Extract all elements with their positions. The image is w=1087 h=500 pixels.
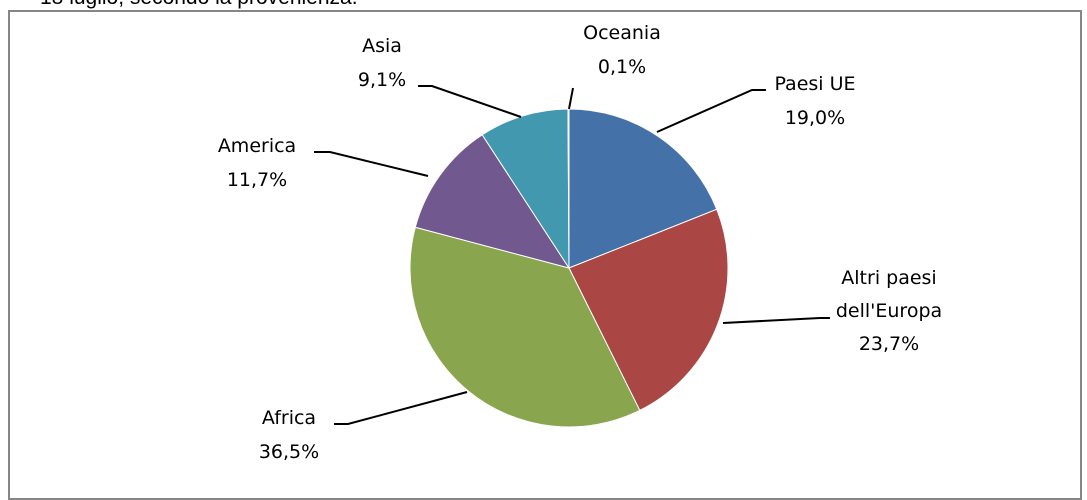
pie-slices xyxy=(409,108,729,428)
slice-label-altri-paesi-line1: Altri paesi xyxy=(841,267,936,289)
pie-slice-paesi-ue xyxy=(568,108,718,269)
pie-slice-asia xyxy=(481,108,570,270)
slice-label-oceania: Oceania xyxy=(583,22,661,44)
pie-slice-america xyxy=(414,134,571,269)
chart-caption: 18 luglio, secondo la provenienza. xyxy=(40,0,358,10)
pie-slice-africa xyxy=(409,226,641,428)
slice-value-paesi-ue: 19,0% xyxy=(785,107,845,129)
slice-value-altri-paesi: 23,7% xyxy=(859,333,919,355)
leader-line-america xyxy=(314,151,429,177)
pie-slice-oceania xyxy=(567,108,570,269)
leader-line-asia xyxy=(418,85,522,118)
slice-label-paesi-ue: Paesi UE xyxy=(774,73,855,95)
slice-label-africa: Africa xyxy=(262,407,316,429)
pie-slice-altri-paesi-dell-europa xyxy=(568,208,729,412)
slice-label-asia: Asia xyxy=(362,35,402,57)
slice-label-altri-paesi-line2: dell'Europa xyxy=(836,300,942,322)
slice-value-oceania: 0,1% xyxy=(598,56,646,78)
slice-value-asia: 9,1% xyxy=(358,69,406,91)
leader-line-paesi-ue xyxy=(656,89,766,133)
slice-value-africa: 36,5% xyxy=(259,441,319,463)
leader-line-africa xyxy=(334,391,468,425)
leader-line-oceania xyxy=(568,87,574,110)
caption-clip: 18 luglio, secondo la provenienza. xyxy=(0,0,1087,10)
leader-lines xyxy=(314,85,830,425)
leader-line-altri-paesi xyxy=(722,317,830,324)
slice-value-america: 11,7% xyxy=(227,169,287,191)
slice-label-america: America xyxy=(218,135,296,157)
